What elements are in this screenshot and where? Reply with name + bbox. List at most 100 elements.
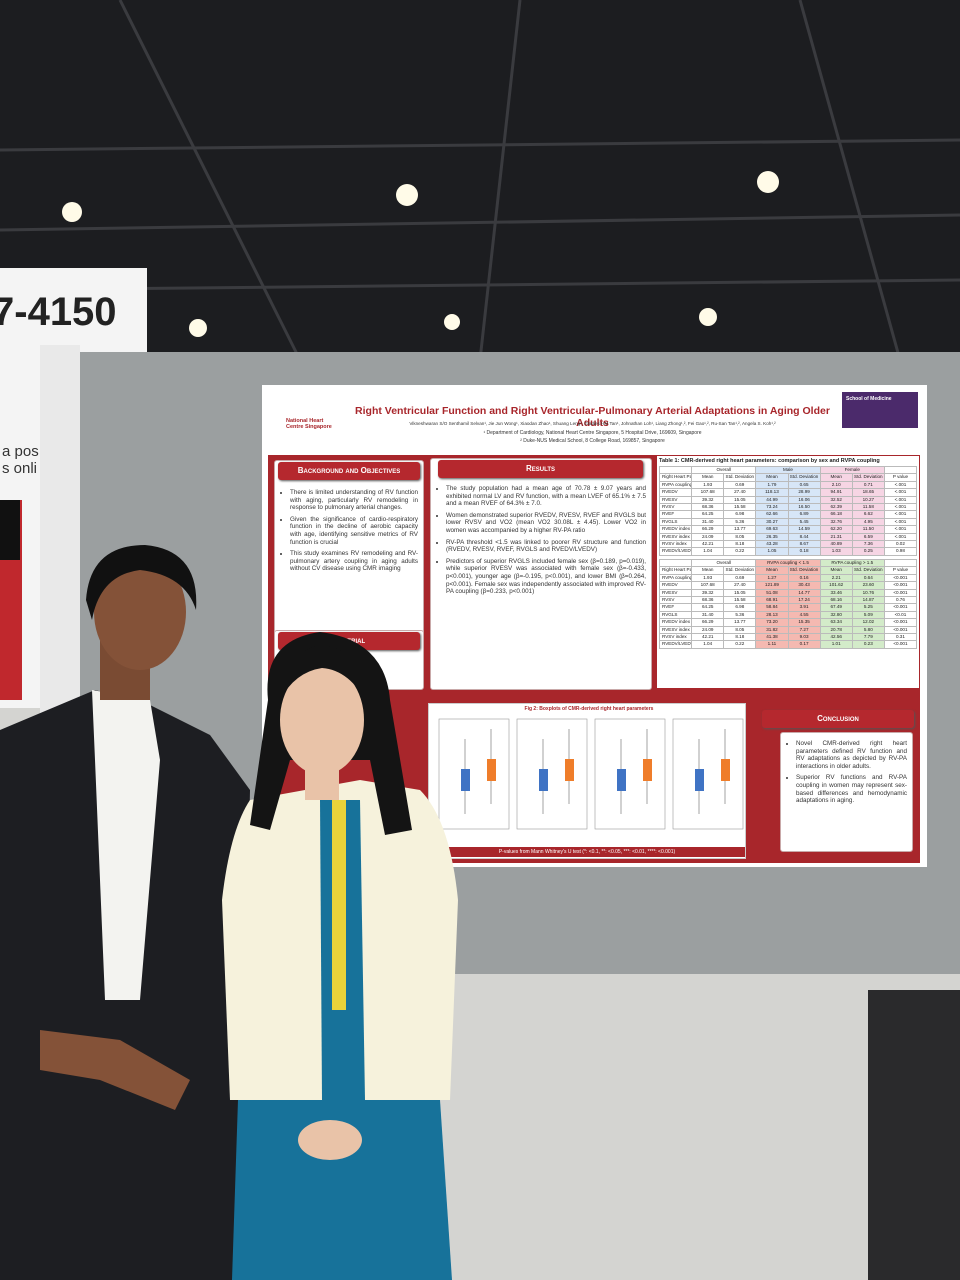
table-header: Right Heart Parameters [658,566,693,575]
booth-number: 7-4150 [0,290,117,334]
ceiling [0,0,960,360]
box [643,759,652,781]
bullet: This study examines RV remodeling and RV… [290,550,418,573]
table-row: RVESV 39.32 15.05 44.99 16.06 32.52 10.27 <.001 [658,495,918,505]
affiliation: ¹ Department of Cardiology, National Hea… [483,430,702,436]
table-cell: RVPA coupling [658,480,693,490]
poster-title: Right Ventricular Function and Right Ven… [355,405,830,429]
logo-left: National Heart Centre Singapore [286,418,332,430]
authors: Vikneshwaran S/O Senthamil Selvan¹, Jie … [409,421,776,426]
table-group-row: Overall Male Female [658,465,918,475]
table-cell: <0.001 [883,573,918,583]
table-header-row: Right Heart ParametersMeanStd. Deviation… [658,566,918,575]
table-row: RVEDV/LVEDV ratio1.040.221.110.171.010.2… [658,640,918,649]
table-row: RVEDV index 66.29 13.77 73.20 15.35 63.34 12.0… [658,618,918,627]
table-row: RVGLS 31.40 5.36 30.27 5.45 32.76 4.95 <.001 [658,517,918,527]
ceiling-lights [62,171,779,337]
table-cell: <.001 [883,532,918,542]
section-heading: Results [438,460,643,478]
table-panel: Table 1: CMR-derived right heart paramet… [657,456,919,688]
table-cell: <.001 [883,503,918,512]
man [0,545,250,1280]
conclusion-list: Novel CMR-derived right heart parameters… [786,740,907,805]
table-row: RVESV index 24.09 8.05 26.35 8.44 21.31 6.59 <.… [658,532,918,542]
table-row: RVEDV 107.68 27.40 118.13 28.99 94.91 18.65 <.0… [658,488,918,497]
table-cell: <.001 [883,525,918,534]
table-row: RVESV 39.32 15.05 51.08 14.77 33.46 10.76 <0.00… [658,588,918,597]
table-cell: RVPA coupling [658,573,693,583]
table-row: RVSV 68.36 15.58 73.24 16.50 62.39 11.58 <.001 [658,503,918,512]
box [539,769,548,791]
table-cell: 0.76 [883,595,918,605]
section-heading: Conclusion [762,710,914,728]
figure: Fig 2: Boxplots of CMR-derived right hea… [428,703,746,859]
bullet: The study population had a mean age of 7… [446,485,646,508]
affiliation: ² Duke-NUS Medical School, 8 College Roa… [520,438,665,444]
table-cell: <0.01 [883,610,918,620]
plot-frame [438,718,510,830]
table-row: RVSV index 42.21 8.18 41.38 9.03 42.56 7.79 0.3… [658,632,918,642]
section-heading: Background and Objectives [278,462,420,480]
table-cell: <0.001 [883,588,918,597]
bullet: Novel CMR-derived right heart parameters… [796,740,907,770]
figure-caption: P-values from Mann Whitney's U test (*: … [429,847,745,857]
table-cell: <.001 [883,488,918,497]
table-row: RVEDV/LVEDV ratio1.040.221.050.181.030.2… [658,547,918,556]
bystander [868,990,960,1280]
table-title: Table 1: CMR-derived right heart paramet… [659,458,880,464]
results-list: The study population had a mean age of 7… [436,485,646,596]
table-cell: <0.001 [883,581,918,590]
sign-text: a pos [2,443,39,460]
table-cell: <.001 [883,510,918,519]
qr-code [0,500,20,560]
table-cell: <.001 [883,517,918,527]
table-header: P value [883,473,918,482]
logo-right: School of Medicine [842,392,918,428]
bullet: Given the significance of cardio-respira… [290,516,418,546]
plot-frame [516,718,588,830]
table-cell: <0.001 [883,640,918,649]
box [487,759,496,781]
table-row: RVEF 64.25 6.98 58.84 3.91 67.49 5.25 <0.001 [658,603,918,612]
plot-frame [594,718,666,830]
table-row: RVESV index 24.09 8.05 31.82 7.27 20.78 5.80 <0… [658,625,918,634]
data-table: Overall RVPA coupling < 1.5 RVPA coupling … [658,558,918,649]
table-row: RVEDV index 66.29 13.77 69.63 14.59 62.20 11.5… [658,525,918,534]
table-header: P value [883,566,918,575]
table-cell: RVEDV/LVEDV ratio [658,547,693,556]
table-row: RVPA coupling 1.93 0.69 1.27 0.16 2.21 0.64 <0.… [658,573,918,583]
woman [222,632,458,1280]
trusses [0,0,960,361]
table-row: RVEDV 107.68 27.40 121.89 30.43 101.62 23.60 <0… [658,581,918,590]
box [721,759,730,781]
table-cell: <0.001 [883,603,918,612]
box [617,769,626,791]
table-cell: RVEDV/LVEDV ratio [658,640,693,649]
table-cell: <0.001 [883,625,918,634]
plot-frame [672,718,744,830]
bullet: Superior RV functions and RV-PA coupling… [796,774,907,804]
table-cell: <0.001 [883,618,918,627]
table-row: RVGLS 31.40 5.36 28.13 4.55 32.80 5.09 <0.01 [658,610,918,620]
table-cell: <.001 [883,495,918,505]
table-row: RVPA coupling 1.93 0.69 1.79 0.65 2.10 0.71 <.0… [658,480,918,490]
bullet: RV-PA threshold <1.5 was linked to poore… [446,539,646,554]
table-cell: 0.02 [883,540,918,549]
background-list: There is limited understanding of RV fun… [280,489,418,573]
table-cell: 0.98 [883,547,918,556]
table-row: RVSV 68.36 15.58 68.91 17.24 68.16 14.87 0.76 [658,595,918,605]
table-cell: 0.31 [883,632,918,642]
bullet: Predictors of superior RVGLS included fe… [446,558,646,596]
box [695,769,704,791]
table-cell [883,465,918,475]
table-header: Right Heart Parameters [658,473,693,482]
bullet: There is limited understanding of RV fun… [290,489,418,512]
table-header-row: Right Heart ParametersMeanStd. Deviation… [658,473,918,482]
table-row: RVSV index 42.21 8.18 43.28 8.67 40.89 7.36 0.0… [658,540,918,549]
box [565,759,574,781]
boxplots [438,718,744,830]
